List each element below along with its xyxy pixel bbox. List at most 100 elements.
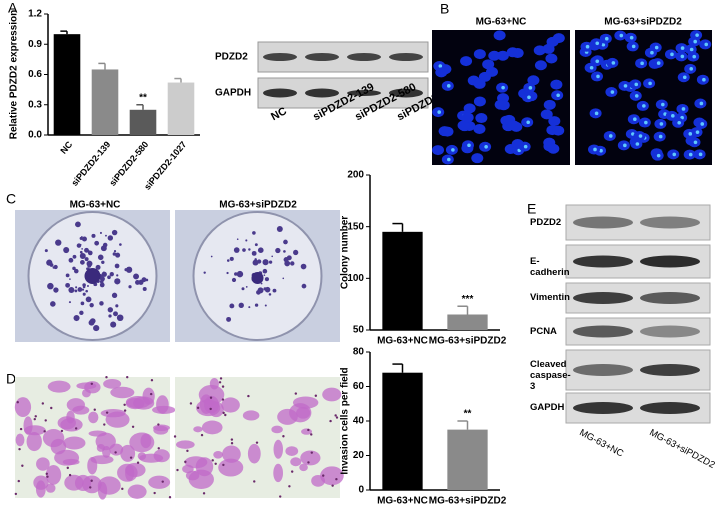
colony bbox=[74, 289, 78, 293]
colony bbox=[113, 311, 118, 317]
pore bbox=[161, 480, 164, 483]
colony bbox=[264, 304, 267, 307]
blot-band bbox=[573, 364, 633, 376]
pore bbox=[247, 394, 250, 398]
nucleus-spot bbox=[681, 107, 686, 111]
nucleus-spot bbox=[693, 39, 697, 44]
nucleus bbox=[511, 139, 524, 150]
colony bbox=[73, 314, 80, 322]
cell bbox=[105, 411, 130, 428]
nucleus bbox=[548, 116, 561, 127]
colony bbox=[262, 259, 269, 266]
nucleus bbox=[552, 125, 565, 136]
colony bbox=[290, 261, 295, 266]
colony bbox=[99, 231, 102, 234]
nucleus-spot bbox=[484, 144, 488, 149]
colony bbox=[80, 301, 85, 306]
colony bbox=[68, 257, 74, 263]
colony bbox=[293, 249, 299, 256]
cell bbox=[175, 440, 195, 449]
pore bbox=[222, 463, 225, 467]
pore bbox=[90, 382, 94, 385]
colony bbox=[231, 277, 237, 283]
nucleus-spot bbox=[634, 94, 639, 98]
panel-letter: A bbox=[8, 0, 18, 16]
cell bbox=[66, 398, 85, 412]
colony bbox=[276, 226, 283, 233]
blot-row-label: GAPDH bbox=[215, 88, 251, 99]
nucleus-spot bbox=[635, 142, 640, 146]
significance-label: *** bbox=[462, 294, 474, 305]
pore bbox=[173, 435, 177, 438]
image-title: MG-63+NC bbox=[70, 200, 121, 211]
colony bbox=[254, 258, 257, 261]
pore bbox=[150, 379, 154, 382]
cell bbox=[148, 475, 171, 489]
nucleus-spot bbox=[689, 67, 694, 71]
blot-band bbox=[263, 88, 297, 98]
blot-band bbox=[640, 364, 700, 376]
colony bbox=[264, 286, 271, 293]
blot-frame bbox=[565, 317, 711, 346]
pore bbox=[202, 492, 206, 495]
pore bbox=[153, 491, 156, 495]
colony bbox=[65, 273, 70, 278]
colony bbox=[69, 278, 71, 280]
nucleus bbox=[552, 33, 565, 44]
nucleus-spot bbox=[595, 41, 600, 46]
blot-band bbox=[389, 88, 423, 98]
nucleus-spot bbox=[672, 152, 677, 157]
colony bbox=[81, 236, 83, 238]
pore bbox=[19, 427, 23, 431]
blot-band bbox=[640, 255, 700, 268]
pore bbox=[157, 447, 160, 450]
nucleus-spot bbox=[611, 61, 616, 65]
blot-row-label: PDZD2 bbox=[215, 52, 248, 63]
lane-label: MG-63+NC bbox=[577, 427, 625, 459]
cell bbox=[193, 426, 203, 433]
cell bbox=[36, 457, 50, 471]
pore bbox=[93, 408, 96, 411]
cell bbox=[273, 463, 284, 483]
pore bbox=[121, 487, 124, 491]
pore bbox=[279, 495, 282, 498]
cell bbox=[50, 438, 67, 455]
pore bbox=[209, 407, 212, 411]
nucleus-spot bbox=[702, 77, 706, 82]
colony bbox=[236, 238, 239, 241]
cell bbox=[110, 386, 135, 399]
cell bbox=[82, 475, 102, 494]
pore bbox=[230, 442, 234, 445]
pore bbox=[253, 480, 256, 483]
colony bbox=[105, 234, 107, 237]
colony bbox=[107, 275, 111, 280]
nucleus-spot bbox=[688, 132, 693, 136]
y-tick-label: 200 bbox=[347, 170, 364, 181]
cell bbox=[188, 469, 214, 490]
colony bbox=[262, 268, 268, 274]
colony bbox=[75, 221, 81, 228]
pore bbox=[189, 402, 193, 405]
nucleus bbox=[475, 113, 488, 124]
cell bbox=[24, 425, 46, 436]
y-tick-label: 20 bbox=[353, 450, 365, 461]
colony bbox=[79, 253, 86, 259]
pore bbox=[89, 486, 92, 489]
nucleus bbox=[493, 30, 506, 41]
nucleus-spot bbox=[656, 153, 661, 158]
colony bbox=[245, 286, 248, 288]
bar bbox=[167, 82, 195, 135]
colony bbox=[81, 236, 87, 242]
pore bbox=[45, 472, 48, 475]
nucleus-spot bbox=[688, 152, 693, 157]
panel-letter: C bbox=[6, 191, 16, 207]
blot-band bbox=[573, 402, 633, 414]
nucleus-spot bbox=[670, 52, 674, 57]
blot-band bbox=[347, 53, 381, 61]
nucleus-spot bbox=[527, 95, 531, 100]
colony bbox=[268, 293, 272, 296]
colony bbox=[203, 271, 206, 274]
nucleus bbox=[482, 59, 495, 70]
colony bbox=[44, 249, 48, 253]
nucleus bbox=[506, 47, 519, 58]
